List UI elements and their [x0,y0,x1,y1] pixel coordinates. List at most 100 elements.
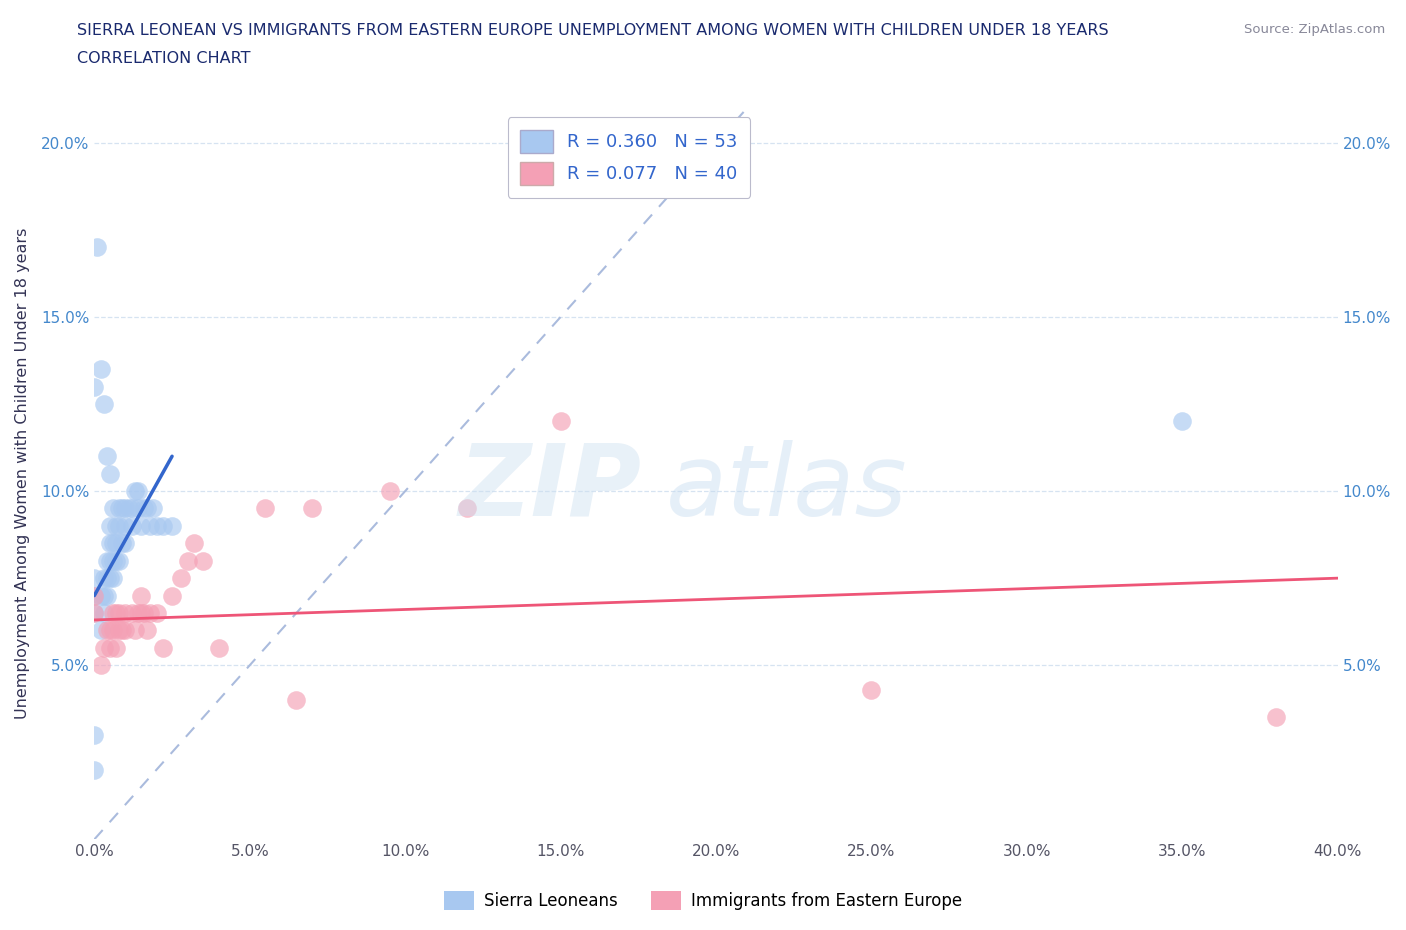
Point [301,501,323,516]
Point [96,623,118,638]
Point [96,553,118,568]
Point [108,501,131,516]
Point [101,623,124,638]
Point [105,536,128,551]
Point [132,501,155,516]
Point [111,501,134,516]
Point [83,588,105,603]
Point [93,588,115,603]
Point [191,553,214,568]
Point [105,553,128,568]
Point [93,641,115,656]
Point [98,553,121,568]
Point [93,605,115,620]
Point [127,605,149,620]
Point [254,501,277,516]
Point [285,693,308,708]
Point [93,571,115,586]
Point [98,623,121,638]
Point [101,536,124,551]
Legend: Sierra Leoneans, Immigrants from Eastern Europe: Sierra Leoneans, Immigrants from Eastern… [437,884,969,917]
Point [86,240,108,255]
Point [129,518,152,533]
Point [83,571,105,586]
Point [101,501,124,516]
Point [1264,710,1286,724]
Point [124,623,146,638]
Point [105,605,128,620]
Point [98,571,121,586]
Point [124,484,146,498]
Y-axis label: Unemployment Among Women with Children Under 18 years: Unemployment Among Women with Children U… [15,228,30,720]
Point [101,571,124,586]
Point [114,623,136,638]
Point [145,605,167,620]
Point [121,518,143,533]
Point [114,501,136,516]
Point [108,518,131,533]
Point [121,605,143,620]
Text: Source: ZipAtlas.com: Source: ZipAtlas.com [1244,23,1385,36]
Point [114,536,136,551]
Point [108,623,131,638]
Point [101,605,124,620]
Point [136,501,159,516]
Point [160,588,183,603]
Point [139,605,162,620]
Legend: R = 0.360   N = 53, R = 0.077   N = 40: R = 0.360 N = 53, R = 0.077 N = 40 [508,117,751,198]
Point [550,414,572,429]
Point [160,518,183,533]
Point [132,605,155,620]
Point [121,501,143,516]
Point [129,588,152,603]
Point [83,379,105,394]
Point [127,484,149,498]
Point [1171,414,1194,429]
Point [127,501,149,516]
Point [90,658,112,672]
Point [208,641,231,656]
Point [111,536,134,551]
Point [96,449,118,464]
Point [860,682,883,697]
Point [456,501,478,516]
Text: ZIP: ZIP [458,440,641,537]
Point [152,518,174,533]
Point [93,396,115,411]
Point [114,605,136,620]
Point [114,518,136,533]
Point [105,518,128,533]
Point [378,484,401,498]
Point [83,605,105,620]
Point [136,623,159,638]
Point [98,641,121,656]
Point [98,518,121,533]
Point [117,501,139,516]
Point [90,623,112,638]
Point [90,362,112,377]
Point [108,553,131,568]
Point [108,605,131,620]
Point [83,588,105,603]
Point [98,466,121,481]
Point [83,763,105,777]
Point [90,588,112,603]
Point [98,536,121,551]
Point [142,501,165,516]
Text: SIERRA LEONEAN VS IMMIGRANTS FROM EASTERN EUROPE UNEMPLOYMENT AMONG WOMEN WITH C: SIERRA LEONEAN VS IMMIGRANTS FROM EASTER… [77,23,1109,38]
Point [83,727,105,742]
Point [105,641,128,656]
Point [176,553,198,568]
Text: atlas: atlas [666,440,908,537]
Text: CORRELATION CHART: CORRELATION CHART [77,51,250,66]
Point [139,518,162,533]
Point [145,518,167,533]
Point [96,588,118,603]
Point [129,605,152,620]
Point [152,641,174,656]
Point [96,571,118,586]
Point [170,571,193,586]
Point [183,536,205,551]
Point [111,623,134,638]
Point [101,553,124,568]
